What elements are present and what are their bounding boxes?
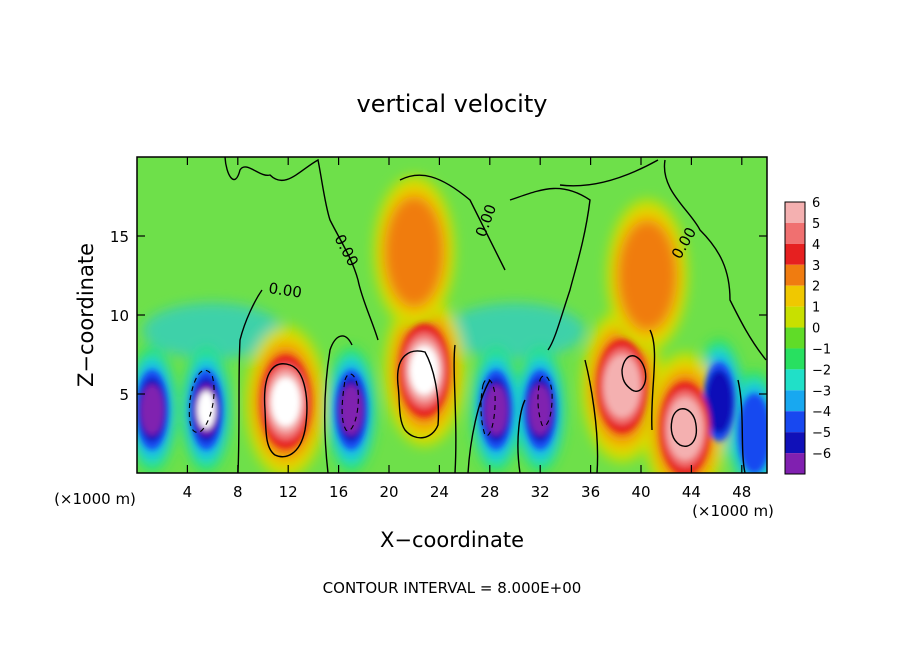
colorbar-label: 4 — [812, 238, 820, 253]
colorbar-label: −6 — [812, 447, 831, 462]
x-unit-left: (×1000 m) — [54, 490, 136, 508]
colorbar-swatch — [785, 432, 805, 454]
colorbar-label: −2 — [812, 363, 831, 378]
chart-title: vertical velocity — [357, 90, 548, 118]
x-tick-label: 32 — [531, 483, 550, 501]
updraft-region — [667, 397, 704, 461]
x-tick-label: 20 — [379, 483, 398, 501]
y-tick-label: 15 — [110, 228, 129, 246]
colorbar-label: 2 — [812, 280, 820, 295]
y-axis-label: Z−coordinate — [74, 243, 98, 387]
downdraft-contour-3 — [480, 378, 496, 437]
colorbar-label: −5 — [812, 426, 831, 441]
colorbar-swatch — [785, 411, 805, 433]
plot-area: 0.00 0.00 0.00 0.00 — [136, 156, 768, 474]
updraft-region — [271, 377, 301, 427]
colorbar-label: −4 — [812, 405, 831, 420]
updraft-region — [604, 354, 641, 418]
colorbar-swatch — [785, 222, 805, 244]
y-tick-label: 10 — [110, 307, 129, 325]
colorbar: 6 5 4 3 2 1 0 −1 −2 −3 −4 −5 −6 — [784, 196, 831, 475]
colorbar-swatch — [785, 243, 805, 265]
x-tick-label: 36 — [581, 483, 600, 501]
colorbar-label: 5 — [812, 217, 820, 232]
downdraft-contour-2 — [341, 373, 359, 432]
colorbar-label: −3 — [812, 384, 831, 399]
colorbar-label: 3 — [812, 259, 820, 274]
updraft-region — [384, 196, 445, 308]
downdraft-region — [705, 370, 733, 434]
colorbar-swatch — [785, 327, 805, 349]
colorbar-swatch — [785, 369, 805, 391]
downdraft-region — [197, 390, 216, 429]
updraft-region — [617, 219, 678, 332]
x-axis-label: X−coordinate — [380, 528, 524, 552]
downdraft-region — [484, 384, 508, 436]
colorbar-frame — [784, 201, 806, 475]
colorbar-swatch — [785, 390, 805, 412]
updraft-contour-1 — [263, 363, 308, 458]
downdraft-region — [339, 384, 363, 436]
x-tick-label: 40 — [631, 483, 650, 501]
colorbar-swatch — [785, 285, 805, 307]
y-tick-label: 5 — [119, 386, 129, 404]
colorbar-swatch — [785, 306, 805, 328]
updraft-contour-3 — [621, 355, 647, 392]
colorbar-label: 1 — [812, 301, 820, 316]
ambient-downdraft — [445, 302, 585, 359]
downdraft-region — [528, 384, 552, 436]
colorbar-swatch — [785, 348, 805, 370]
zero-contour-main — [224, 157, 767, 361]
x-tick-label: 44 — [682, 483, 701, 501]
x-unit-right: (×1000 m) — [692, 502, 774, 520]
x-tick-label: 48 — [732, 483, 751, 501]
x-tick-label: 16 — [329, 483, 348, 501]
x-tick-label: 8 — [233, 483, 243, 501]
updraft-contour-2 — [396, 350, 440, 439]
downdraft-region — [140, 384, 164, 436]
contour-interval-note: CONTOUR INTERVAL = 8.000E+00 — [323, 579, 582, 597]
negative-contours — [188, 369, 553, 437]
colorbar-label: 0 — [812, 322, 820, 337]
downdraft-region — [738, 394, 767, 473]
colorbar-swatch — [785, 453, 805, 474]
contour-lines — [224, 157, 767, 473]
x-axis: 4 8 12 16 20 24 28 32 36 40 44 48 — [183, 157, 751, 501]
velocity-field — [137, 175, 767, 473]
x-tick-label: 28 — [480, 483, 499, 501]
x-tick-label: 24 — [430, 483, 449, 501]
zero-contour-lower — [237, 289, 746, 473]
contour-label: 0.00 — [267, 279, 303, 301]
colorbar-label: 6 — [812, 196, 820, 211]
updraft-region — [409, 345, 439, 395]
colorbar-label: −1 — [812, 342, 831, 357]
x-tick-label: 4 — [183, 483, 193, 501]
downdraft-contour-1 — [188, 369, 215, 433]
colorbar-swatch — [785, 264, 805, 286]
x-tick-label: 12 — [279, 483, 298, 501]
colorbar-swatch — [785, 202, 805, 223]
updraft-contour-4 — [670, 408, 697, 447]
y-axis: 5 10 15 — [110, 228, 767, 404]
